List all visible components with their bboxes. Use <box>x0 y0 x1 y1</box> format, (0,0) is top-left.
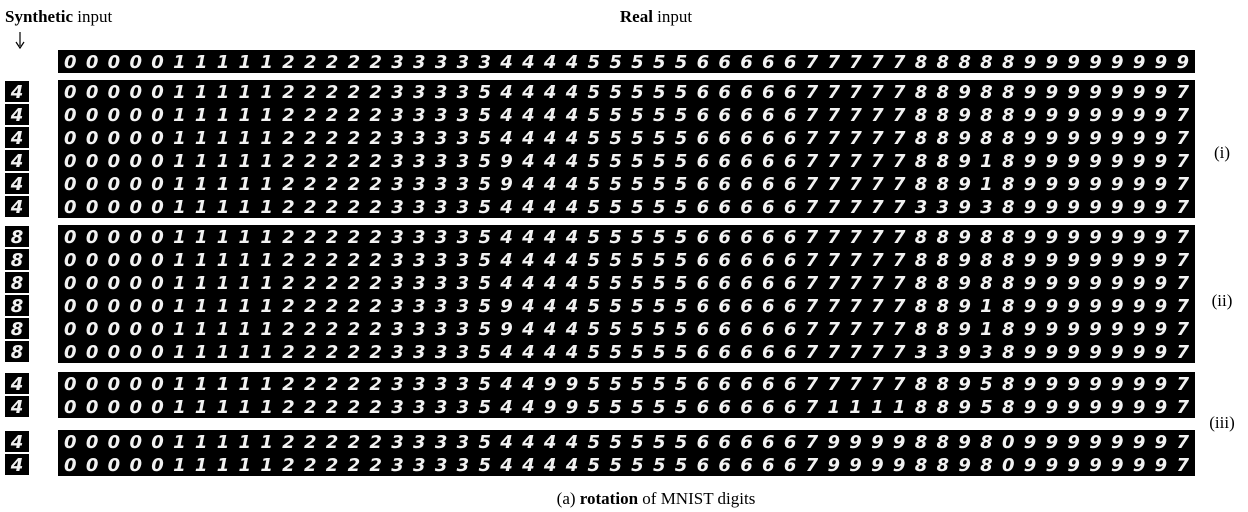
group-label: (iii) <box>1209 413 1235 432</box>
synthetic-header: Synthetic input <box>5 7 112 26</box>
caption: (a) rotation of MNIST digits <box>557 489 756 508</box>
real-header: Real input <box>620 7 693 26</box>
synthetic-digit: 4 <box>10 105 24 126</box>
synthetic-digit: 4 <box>10 128 24 149</box>
synthetic-digit: 4 <box>10 432 24 453</box>
synthetic-digit: 4 <box>10 151 24 172</box>
synthetic-bold: Synthetic <box>5 7 73 26</box>
synthetic-digit: 8 <box>11 319 24 340</box>
synthetic-digit: 8 <box>11 342 24 363</box>
group-label: (i) <box>1214 143 1230 162</box>
synthetic-rest: input <box>77 7 112 26</box>
group-label: (ii) <box>1212 291 1233 310</box>
synthetic-digit: 4 <box>10 82 24 103</box>
synthetic-digit: 8 <box>11 273 24 294</box>
real-rest: input <box>657 7 692 26</box>
synthetic-digit: 4 <box>10 455 24 476</box>
synthetic-digit: 8 <box>11 227 24 248</box>
synthetic-digit: 4 <box>10 197 24 218</box>
synthetic-digit: 4 <box>10 374 24 395</box>
page: Synthetic input Real input (a) rotation … <box>0 0 1248 512</box>
figure: Synthetic input Real input (a) rotation … <box>0 0 1248 512</box>
synthetic-digit: 8 <box>11 296 24 317</box>
synthetic-digit: 8 <box>11 250 24 271</box>
real-bold: Real <box>620 7 653 26</box>
caption-prefix: (a) <box>557 489 576 508</box>
synthetic-digit: 4 <box>10 397 24 418</box>
caption-bold: rotation <box>580 489 639 508</box>
caption-rest: of MNIST digits <box>642 489 755 508</box>
synthetic-digit: 4 <box>10 174 24 195</box>
